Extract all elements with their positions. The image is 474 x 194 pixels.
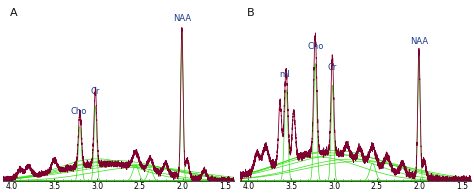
Text: mI: mI — [279, 70, 290, 79]
Text: Cr: Cr — [91, 87, 100, 96]
Text: Cr: Cr — [328, 63, 337, 72]
Text: Cho: Cho — [70, 107, 86, 116]
Text: Cho: Cho — [307, 42, 323, 51]
Text: A: A — [10, 8, 18, 18]
Text: NAA: NAA — [173, 14, 191, 23]
Text: NAA: NAA — [410, 37, 428, 46]
Text: B: B — [247, 8, 255, 18]
